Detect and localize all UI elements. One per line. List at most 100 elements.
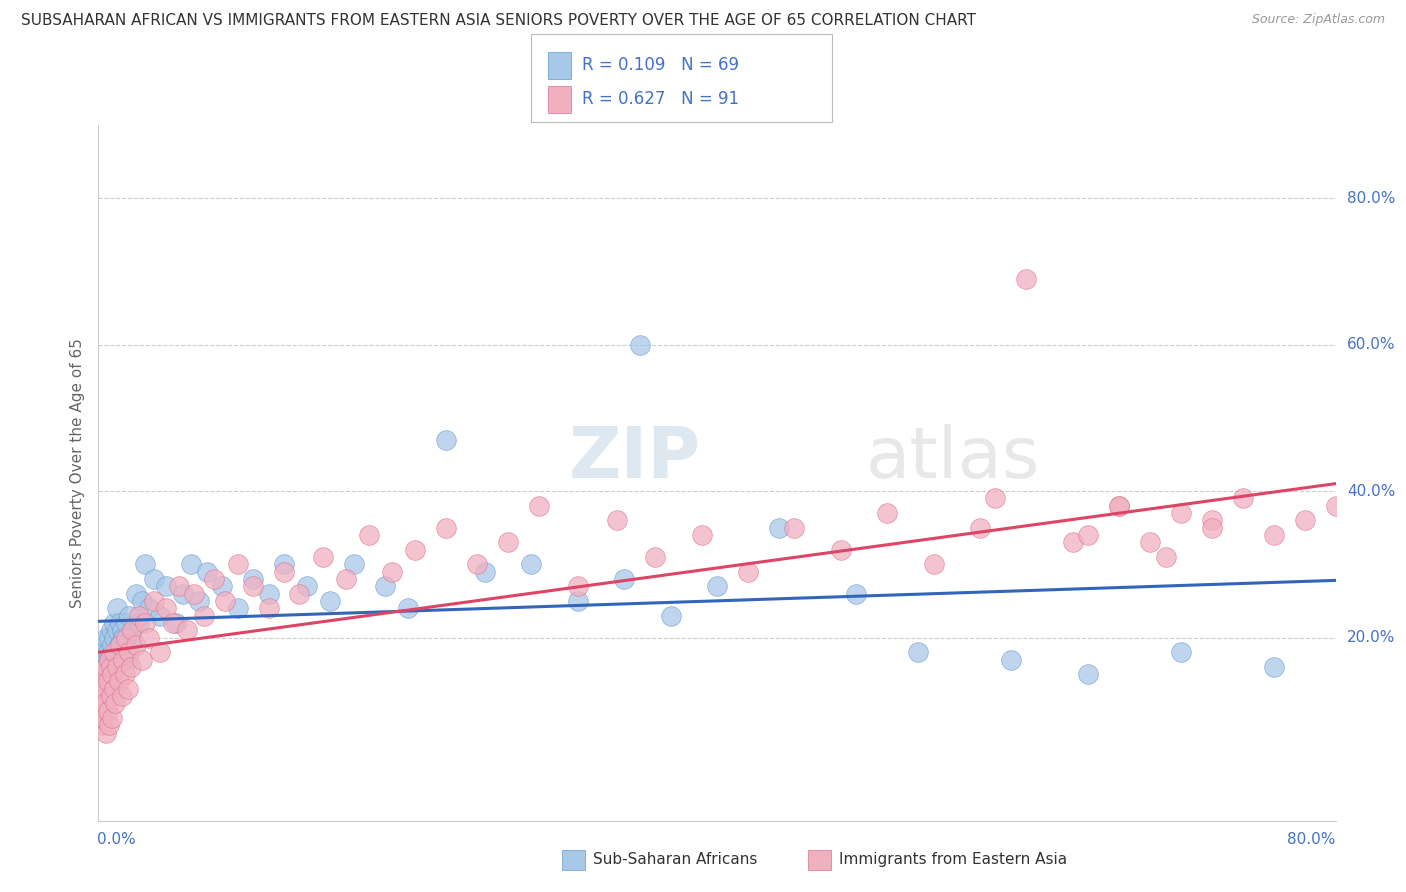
Point (1263, 528, 1285, 542)
Point (628, 337, 651, 351)
Point (474, 565, 496, 579)
Point (312, 549, 335, 564)
Point (111, 689, 132, 703)
Point (659, 608, 682, 623)
Point (101, 667, 124, 681)
Point (172, 586, 194, 600)
Point (165, 615, 187, 630)
Point (1000, 652, 1022, 666)
Point (768, 521, 790, 535)
Text: R = 0.627   N = 91: R = 0.627 N = 91 (582, 90, 740, 108)
Point (103, 631, 125, 645)
Point (117, 652, 139, 666)
Point (90, 681, 112, 696)
Point (1340, 535, 1362, 549)
Point (374, 579, 396, 593)
Point (91, 645, 114, 659)
Point (436, 433, 458, 447)
Point (1294, 513, 1316, 527)
Point (830, 542, 852, 557)
Point (1062, 535, 1084, 549)
Point (104, 697, 127, 711)
Point (134, 615, 156, 630)
Point (644, 549, 666, 564)
Point (183, 586, 205, 600)
Point (1355, 506, 1378, 520)
Point (257, 601, 280, 615)
Point (105, 601, 128, 615)
Point (1015, 271, 1038, 285)
Point (89, 704, 111, 718)
Point (118, 645, 141, 659)
Point (115, 615, 138, 630)
Point (138, 601, 160, 615)
Point (143, 572, 166, 586)
Point (188, 594, 211, 608)
Point (120, 660, 142, 674)
Point (176, 624, 198, 638)
Point (984, 491, 1007, 506)
Point (567, 579, 589, 593)
Point (319, 594, 342, 608)
Point (969, 521, 991, 535)
Point (98, 718, 121, 732)
Point (105, 660, 128, 674)
Point (690, 528, 713, 542)
Point (93, 667, 115, 681)
Point (96, 660, 118, 674)
Point (335, 572, 357, 586)
Point (149, 645, 172, 659)
Text: ZIP: ZIP (568, 425, 700, 493)
Point (138, 631, 160, 645)
Point (97, 674, 120, 689)
Point (288, 586, 311, 600)
Point (100, 689, 122, 703)
Point (155, 601, 177, 615)
Point (1139, 535, 1161, 549)
Point (114, 645, 136, 659)
Point (605, 513, 627, 527)
Point (405, 542, 427, 557)
Point (737, 565, 759, 579)
Point (381, 565, 404, 579)
Text: R = 0.109   N = 69: R = 0.109 N = 69 (582, 56, 740, 74)
Point (90, 652, 112, 666)
Point (242, 579, 264, 593)
Point (242, 572, 264, 586)
Point (498, 535, 520, 549)
Point (96, 660, 118, 674)
Point (204, 572, 226, 586)
Point (128, 615, 150, 630)
Point (101, 645, 124, 659)
Point (104, 652, 127, 666)
Point (907, 645, 929, 659)
Point (783, 521, 806, 535)
Text: Sub-Saharan Africans: Sub-Saharan Africans (593, 853, 758, 867)
Text: Source: ZipAtlas.com: Source: ZipAtlas.com (1251, 13, 1385, 27)
Point (180, 558, 202, 572)
Point (91, 681, 114, 696)
Point (112, 652, 135, 666)
Point (193, 608, 215, 623)
Point (115, 631, 138, 645)
Point (103, 681, 125, 696)
Point (131, 594, 153, 608)
Point (529, 499, 551, 513)
Point (96, 725, 118, 739)
Point (124, 638, 146, 652)
Point (101, 638, 124, 652)
Text: 40.0%: 40.0% (1347, 483, 1395, 499)
Point (1201, 521, 1223, 535)
Point (89, 660, 111, 674)
Point (121, 624, 143, 638)
Point (257, 586, 280, 600)
Point (1108, 499, 1130, 513)
Point (876, 506, 898, 520)
Text: 80.0%: 80.0% (1347, 191, 1395, 206)
Point (100, 667, 122, 681)
Text: 80.0%: 80.0% (1288, 831, 1336, 847)
Point (922, 558, 945, 572)
Point (98, 652, 121, 666)
Point (111, 624, 132, 638)
Point (134, 558, 156, 572)
